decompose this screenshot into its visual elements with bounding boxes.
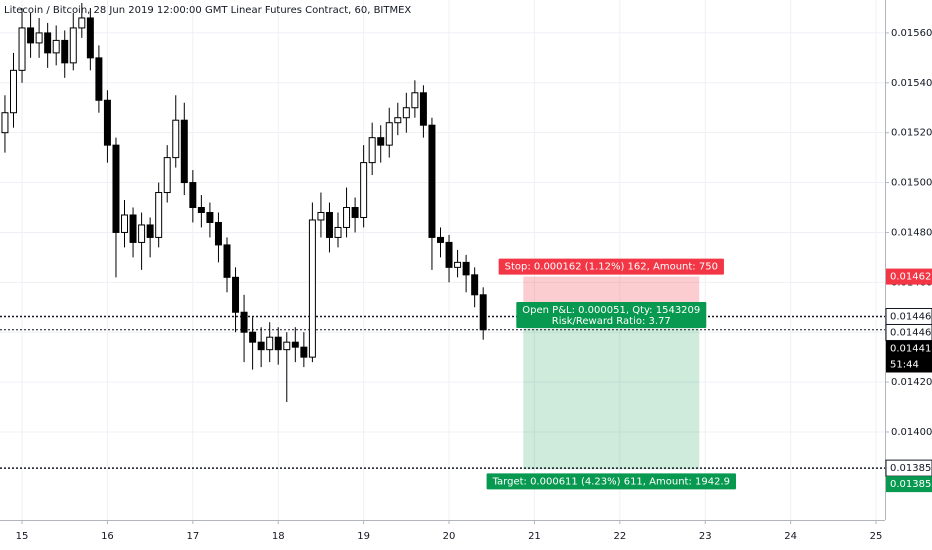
countdown: 51:44 (890, 359, 919, 370)
candle-body (471, 274, 479, 296)
x-tick-label: 16 (101, 531, 114, 542)
candle-body (249, 331, 257, 343)
candle-body (368, 137, 376, 164)
candle-body (351, 207, 359, 218)
candle-body (300, 346, 308, 358)
target-label-box (486, 473, 737, 490)
candle-body (44, 32, 52, 54)
price-label: 0.013855 (890, 463, 932, 474)
candle-body (479, 294, 487, 331)
candle-body (402, 107, 410, 119)
candle-body (377, 137, 385, 146)
target-zone (523, 316, 700, 470)
candle-body (419, 92, 427, 126)
candle-body (437, 236, 444, 243)
candle-body (78, 17, 86, 29)
pnl-box (516, 301, 707, 328)
target-label: Target: 0.000611 (4.23%) 611, Amount: 19… (492, 476, 730, 487)
candle-body (129, 214, 137, 243)
candle-body (462, 261, 470, 276)
y-tick-label: 0.015600 (891, 28, 932, 39)
price-label: 0.014410 (890, 343, 932, 354)
x-tick-label: 19 (357, 531, 370, 542)
candle-body (394, 117, 402, 124)
candle-body (257, 341, 265, 351)
candle-body (232, 276, 240, 313)
chart-title: Litecoin / Bitcoin, 28 Jun 2019 12:00:00… (4, 5, 411, 16)
candle-body (10, 69, 17, 114)
candle-body (138, 224, 146, 243)
x-tick-label: 21 (528, 531, 541, 542)
candle-body (103, 99, 111, 146)
candle-body (325, 211, 333, 238)
x-tick-label: 18 (272, 531, 285, 542)
candle-body (163, 157, 171, 194)
candle-body (334, 226, 342, 238)
candle-body (52, 39, 60, 54)
x-tick-label: 20 (443, 531, 456, 542)
candle-body (291, 341, 299, 348)
candle-body (197, 207, 205, 213)
countdown-box (886, 356, 932, 373)
price-label: 0.014623 (890, 272, 932, 283)
candle-body (266, 336, 274, 351)
candle-body (240, 311, 248, 333)
candle-body (27, 27, 35, 44)
price-label-box (886, 268, 932, 285)
candle-body (155, 192, 163, 238)
stop-label: Stop: 0.000162 (1.12%) 162, Amount: 750 (505, 262, 718, 273)
candle-body (1, 112, 9, 134)
candle-body (283, 341, 291, 351)
x-tick-label: 15 (16, 531, 29, 542)
price-label: 0.014461 (890, 327, 932, 338)
price-label-box (886, 340, 932, 357)
candle-body (343, 207, 351, 228)
ratio-label: Risk/Reward Ratio: 3.77 (552, 316, 671, 327)
candle-body (308, 219, 316, 358)
x-tick-label: 24 (784, 531, 797, 542)
x-tick-label: 25 (870, 531, 883, 542)
candle-body (360, 162, 368, 218)
price-label-box (886, 476, 932, 493)
candle-body (385, 122, 393, 146)
candle-body (445, 241, 453, 268)
candle-body (69, 27, 77, 64)
candle-body (61, 39, 69, 64)
candle-body (18, 27, 26, 71)
candle-body (112, 144, 120, 233)
candle-body (146, 224, 154, 238)
x-tick-label: 22 (613, 531, 626, 542)
candle-body (172, 119, 180, 159)
candle-body (189, 182, 197, 209)
candle-body (180, 119, 188, 184)
candle-body (428, 124, 436, 238)
pnl-label: Open P&L: 0.000051, Qty: 1543209 (522, 305, 700, 316)
price-label: 0.014463 (890, 311, 932, 322)
candle-body (317, 211, 325, 221)
candle-body (86, 17, 94, 59)
x-tick-label: 23 (699, 531, 712, 542)
stop-label-box (498, 258, 724, 275)
candle-body (206, 211, 214, 223)
candle-body (274, 336, 282, 351)
x-tick-label: 17 (186, 531, 199, 542)
candle-body (95, 57, 103, 101)
candle-body (214, 221, 222, 246)
candle-body (411, 92, 419, 109)
candle-body (121, 214, 129, 233)
candle-body (454, 261, 462, 268)
candle-body (223, 244, 231, 278)
candle-body (35, 32, 43, 44)
